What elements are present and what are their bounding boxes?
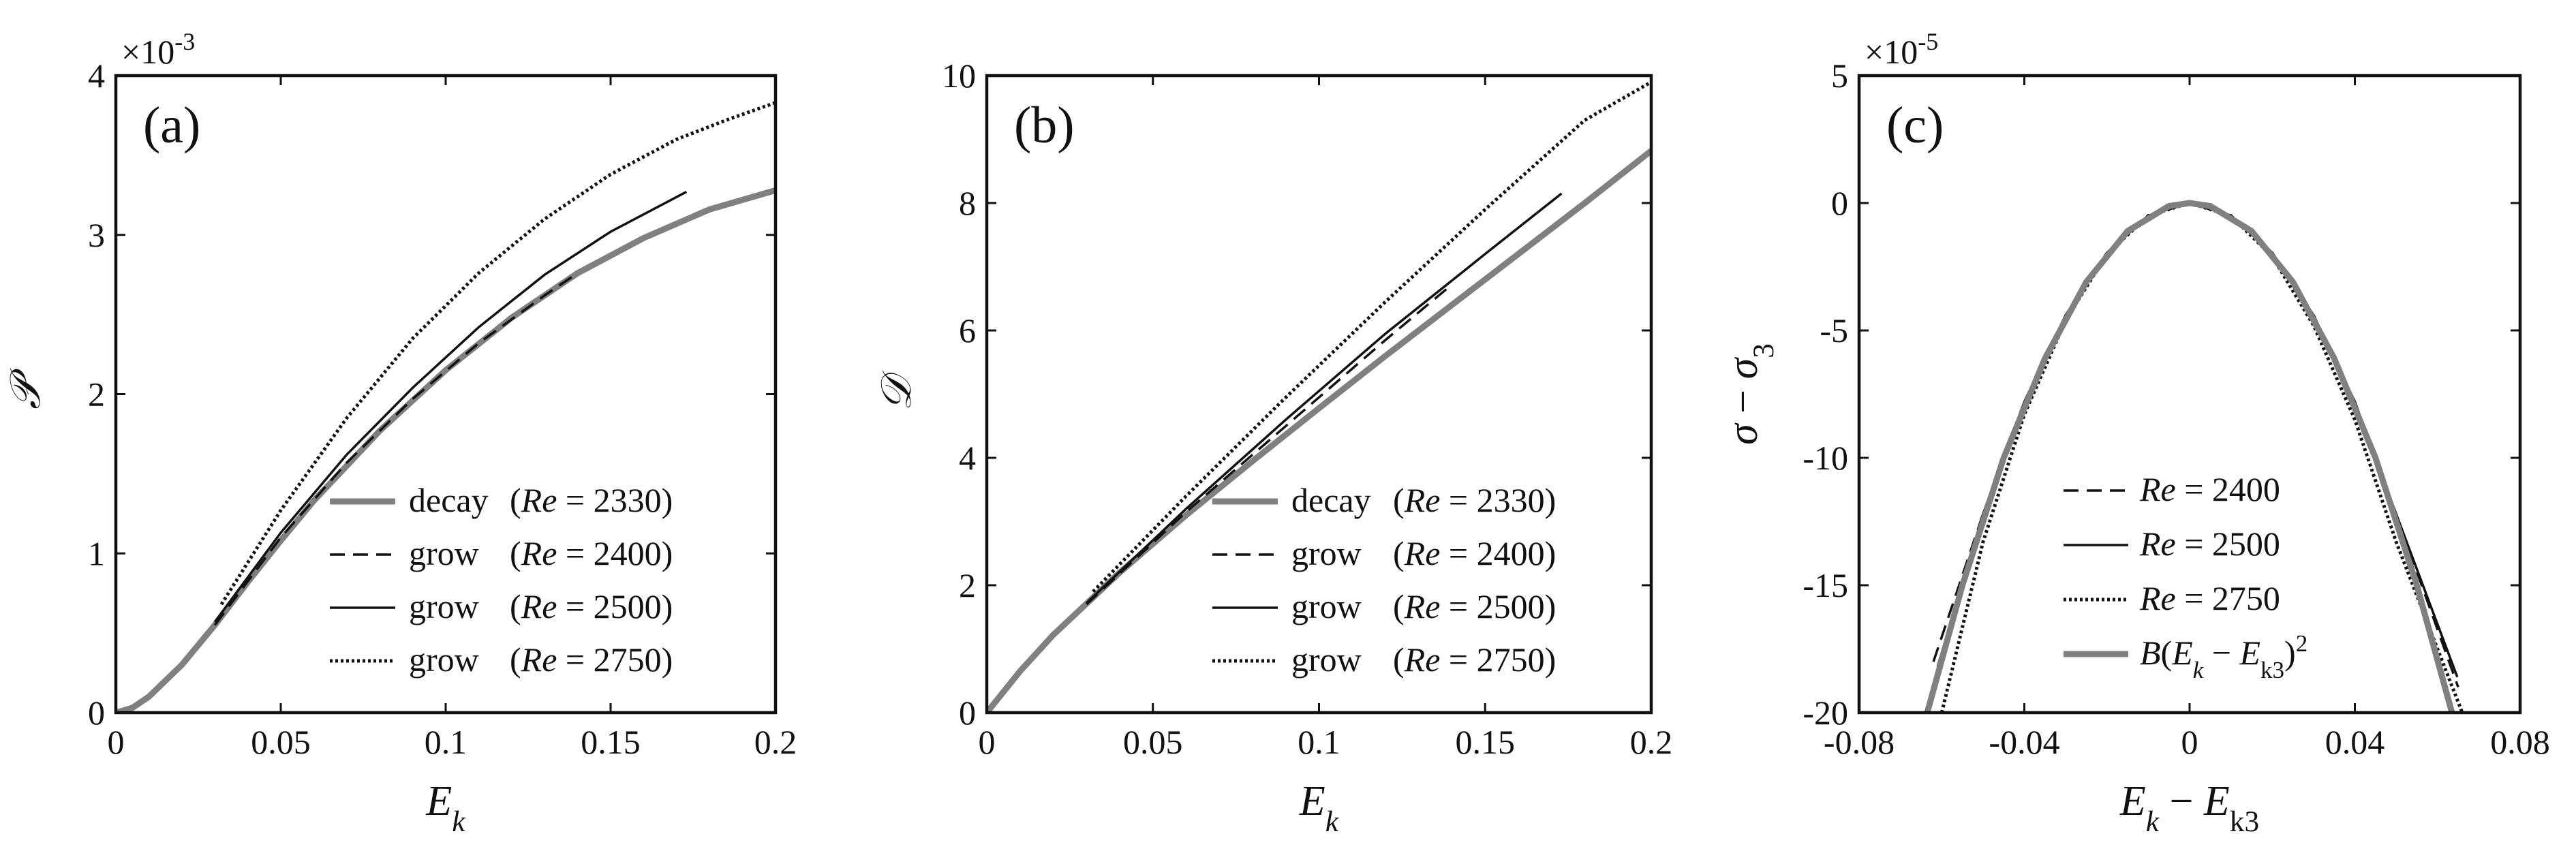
legend-condition: (Re = 2400) (510, 534, 673, 572)
series-line-2 (1086, 192, 1563, 604)
x-tick-label: 0 (108, 723, 125, 761)
x-axis-label: Ek (1299, 778, 1339, 838)
series-group (1924, 200, 2464, 713)
x-tick-label: 0.15 (581, 723, 641, 761)
x-tick-label: 0.1 (1298, 723, 1340, 761)
series-line-1 (213, 272, 579, 626)
legend-word: grow (409, 640, 479, 679)
series-line-0 (987, 148, 1651, 713)
x-tick-label: 0.15 (1456, 723, 1516, 761)
panel-label: (a) (143, 97, 200, 154)
legend-word: decay (409, 481, 489, 519)
series-line-3 (219, 101, 776, 606)
legend-word: grow (1291, 587, 1362, 625)
x-tick-label: 0 (979, 723, 996, 761)
y-multiplier: ×10-5 (1865, 28, 1938, 71)
series-group (987, 80, 1651, 713)
legend-word: grow (1291, 640, 1362, 679)
legend-entry: Re = 2400 (2139, 470, 2280, 508)
x-tick-label: -0.08 (1824, 723, 1895, 761)
y-axis-label: σ − σ3 (1720, 343, 1780, 445)
x-axis-label: Ek − Ek3 (2119, 778, 2259, 838)
y-tick-label: 0 (959, 694, 976, 732)
legend-entry: Re = 2500 (2139, 525, 2280, 563)
y-tick-label: 5 (1831, 57, 1848, 95)
legend-condition: (Re = 2330) (510, 481, 673, 519)
x-tick-label: 0.05 (251, 723, 311, 761)
legend-word: grow (1291, 534, 1362, 572)
y-tick-label: 2 (959, 566, 976, 604)
legend: Re = 2400 Re = 2500 Re = 2750 B(Ek − Ek3)2 (2064, 470, 2307, 683)
panel-c: -0.08 -0.04 0 0.04 0.08 -20 -15 -10 -5 0 5 ×10-5 (c)… (1720, 28, 2550, 838)
legend-word: grow (409, 587, 479, 625)
x-tick-label: 0.05 (1123, 723, 1183, 761)
legend-condition: (Re = 2500) (1393, 587, 1556, 625)
series-line-2 (213, 191, 688, 623)
x-tick-label: 0.1 (425, 723, 467, 761)
x-tick-label: 0.2 (1630, 723, 1673, 761)
panel-label: (c) (1886, 97, 1944, 154)
y-tick-label: -15 (1803, 566, 1848, 604)
series-group (116, 101, 776, 713)
legend-condition: (Re = 2500) (510, 587, 673, 625)
legend-condition: (Re = 2400) (1393, 534, 1556, 572)
y-tick-label: -5 (1820, 311, 1848, 350)
legend-condition: (Re = 2750) (1393, 640, 1556, 679)
y-tick-label: -20 (1803, 694, 1848, 732)
series-line-1 (1086, 283, 1453, 606)
y-tick-label: 2 (88, 375, 105, 414)
panel-label: (b) (1014, 97, 1075, 154)
series-line-3 (1092, 80, 1651, 593)
y-tick-label: 1 (88, 534, 105, 572)
y-tick-label: -10 (1803, 439, 1848, 477)
y-tick-label: 4 (959, 439, 976, 477)
legend-condition: (Re = 2750) (510, 640, 673, 679)
legend-word: grow (409, 534, 479, 572)
y-tick-label: 3 (88, 216, 105, 254)
y-tick-label: 8 (959, 184, 976, 222)
x-tick-label: 0.08 (2490, 723, 2550, 761)
legend-entry: B(Ek − Ek3)2 (2140, 630, 2307, 683)
legend: decay (Re = 2330) grow (Re = 2400) grow (Re =… (330, 481, 673, 679)
legend: decay (Re = 2330) grow (Re = 2400) grow (Re =… (1212, 481, 1556, 679)
y-tick-label: 0 (88, 694, 105, 732)
legend-word: decay (1291, 481, 1371, 519)
y-tick-label: 4 (88, 57, 105, 95)
x-tick-label: 0.04 (2325, 723, 2385, 761)
y-tick-label: 10 (942, 57, 976, 95)
x-tick-label: -0.04 (1989, 723, 2059, 761)
x-tick-label: 0.2 (754, 723, 797, 761)
series-line-0 (116, 187, 776, 713)
y-multiplier: ×10-3 (121, 28, 195, 71)
legend-entry: Re = 2750 (2139, 579, 2280, 617)
y-tick-label: 6 (959, 311, 976, 350)
x-axis-label: Ek (425, 778, 465, 838)
series-line-3 (1924, 200, 2455, 713)
legend-condition: (Re = 2330) (1393, 481, 1556, 519)
y-tick-label: 0 (1831, 184, 1848, 222)
x-tick-label: 0 (2181, 723, 2198, 761)
